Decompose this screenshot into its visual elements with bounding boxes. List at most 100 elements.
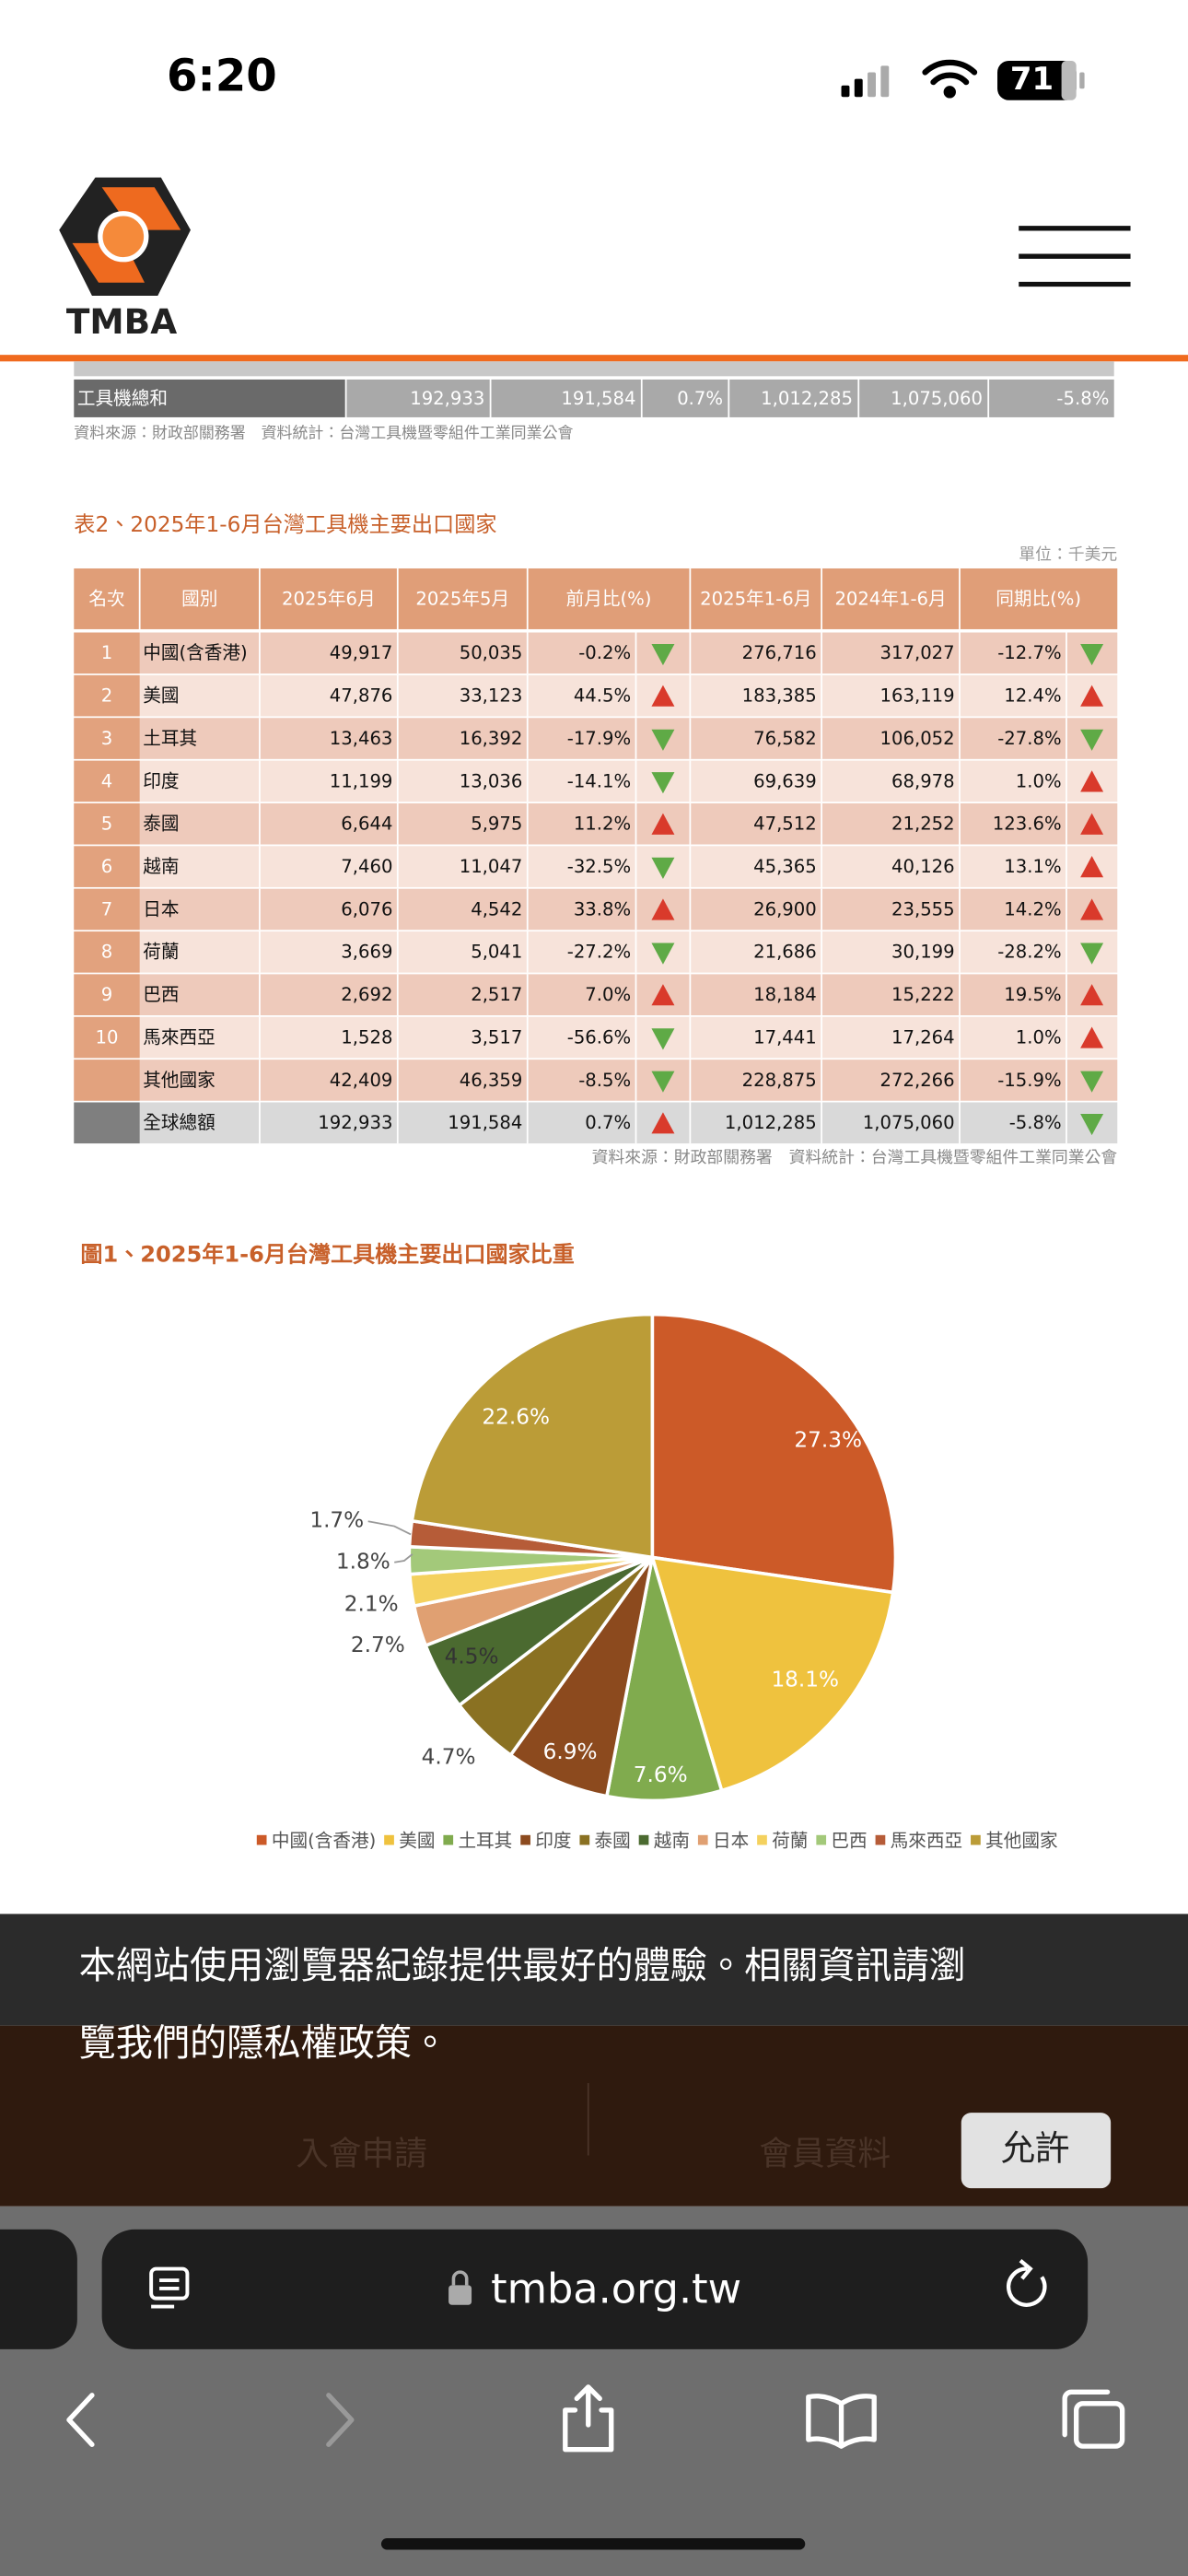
cell-value: 19.5%: [1004, 984, 1061, 1005]
tabs-button[interactable]: [1062, 2389, 1125, 2449]
cell-value: 21,252: [891, 814, 955, 835]
down-arrow: [651, 644, 675, 666]
legend-swatch: [971, 1834, 981, 1845]
country: 巴西: [143, 984, 179, 1005]
rank-cell: [74, 760, 140, 802]
cell-value: 44.5%: [574, 685, 631, 707]
header-cell: 同期比(%): [996, 588, 1081, 609]
url[interactable]: tmba.org.tw: [491, 2266, 741, 2313]
down-arrow: [651, 857, 675, 879]
cell-value: 40,126: [891, 856, 955, 877]
down-arrow: [651, 1028, 675, 1050]
cell-value: 47,876: [330, 685, 393, 707]
battery-icon: [997, 60, 1077, 100]
cell-value: 7.0%: [585, 984, 631, 1005]
lock-icon: [448, 2270, 472, 2305]
address-bar[interactable]: [101, 2229, 1089, 2349]
row-bg: [74, 674, 1118, 717]
battery-level: 71: [1010, 61, 1054, 97]
rank: 3: [101, 728, 112, 749]
rank-cell: [74, 888, 140, 931]
slice-label: 18.1%: [771, 1668, 839, 1692]
cell-value: 13.1%: [1004, 856, 1061, 877]
legend-swatch: [697, 1834, 708, 1845]
header-row: [74, 568, 1118, 629]
total-label-cell: [74, 379, 345, 417]
up-arrow: [1080, 770, 1104, 792]
rank: 2: [101, 685, 112, 707]
cell-value: 4,542: [471, 898, 522, 919]
legend-label: 土耳其: [458, 1830, 512, 1851]
cell-value: 0.7%: [585, 1112, 631, 1133]
legend-label: 中國(含香港): [272, 1830, 376, 1851]
cell-value: -27.2%: [567, 942, 631, 963]
country: 越南: [143, 856, 179, 877]
pie-slice: [507, 1556, 655, 1798]
slice-label: 22.6%: [482, 1404, 550, 1429]
legend-swatch: [638, 1834, 649, 1845]
cell-value: 11.2%: [574, 814, 631, 835]
rank: 1: [101, 642, 112, 663]
country: 土耳其: [143, 728, 197, 749]
chart-title: 圖1、2025年1-6月台灣工具機主要出口國家比重: [80, 1241, 574, 1267]
table-unit: 單位：千美元: [1019, 545, 1117, 565]
reader-icon[interactable]: [149, 2266, 190, 2309]
cell-value: 183,385: [742, 685, 817, 707]
allow-button[interactable]: [961, 2113, 1112, 2189]
slice-label: 6.9%: [543, 1739, 598, 1764]
slice-label: 7.6%: [634, 1762, 688, 1787]
menu-button[interactable]: [1019, 226, 1131, 287]
cell-value: -32.5%: [567, 856, 631, 877]
cell-value: 317,027: [880, 642, 955, 663]
rank-cell: [74, 1016, 140, 1059]
cell-value: 2,692: [341, 984, 392, 1005]
cell-value: 272,266: [880, 1070, 955, 1091]
country: 中國(含香港): [143, 642, 247, 663]
country: 泰國: [143, 814, 179, 835]
prev-tab[interactable]: [0, 2229, 77, 2349]
legend-label: 日本: [713, 1830, 749, 1851]
row-bg: [74, 718, 1118, 759]
cell-value: 191,584: [448, 1112, 522, 1133]
cell-value: 1.0%: [1016, 1026, 1062, 1048]
behind-link: 入會申請: [296, 2136, 427, 2173]
forward-button[interactable]: [326, 2393, 355, 2448]
header-cell: 2025年6月: [282, 588, 376, 609]
total-value: 192,933: [410, 388, 484, 409]
cell-value: 1.0%: [1016, 770, 1062, 791]
header-rule: [0, 355, 1188, 362]
cell-value: 16,392: [460, 728, 523, 749]
pie-slice: [410, 1312, 655, 1560]
down-arrow: [1080, 943, 1104, 965]
pie-slice: [604, 1556, 724, 1803]
cell-value: 7,460: [341, 856, 392, 877]
slice-label: 27.3%: [794, 1427, 862, 1452]
legend-swatch: [443, 1834, 454, 1845]
legend-swatch: [757, 1834, 767, 1845]
rank: 6: [101, 856, 112, 877]
share-button[interactable]: [563, 2384, 614, 2453]
down-arrow: [1080, 1113, 1104, 1136]
total-value: 191,584: [561, 388, 635, 409]
up-arrow: [1080, 856, 1104, 878]
up-arrow: [651, 984, 675, 1006]
cell-value: 23,555: [891, 898, 955, 919]
rank-cell: [74, 718, 140, 759]
legend-label: 荷蘭: [772, 1830, 808, 1851]
legend-label: 美國: [399, 1830, 435, 1851]
slice-label: 1.8%: [336, 1549, 390, 1574]
reload-icon[interactable]: [1007, 2258, 1047, 2307]
cell-value: 106,052: [880, 728, 955, 749]
cell-value: -8.5%: [578, 1070, 631, 1091]
row-bg: [74, 1102, 1118, 1144]
header-cell: 國別: [181, 588, 217, 609]
back-button[interactable]: [66, 2393, 95, 2448]
down-arrow: [651, 772, 675, 794]
rank: 4: [101, 770, 112, 791]
bookmarks-button[interactable]: [806, 2394, 877, 2449]
country: 荷蘭: [143, 942, 179, 963]
allow-button-label[interactable]: 允許: [1001, 2128, 1070, 2169]
country: 其他國家: [143, 1070, 215, 1091]
leader-line: [394, 1553, 413, 1563]
